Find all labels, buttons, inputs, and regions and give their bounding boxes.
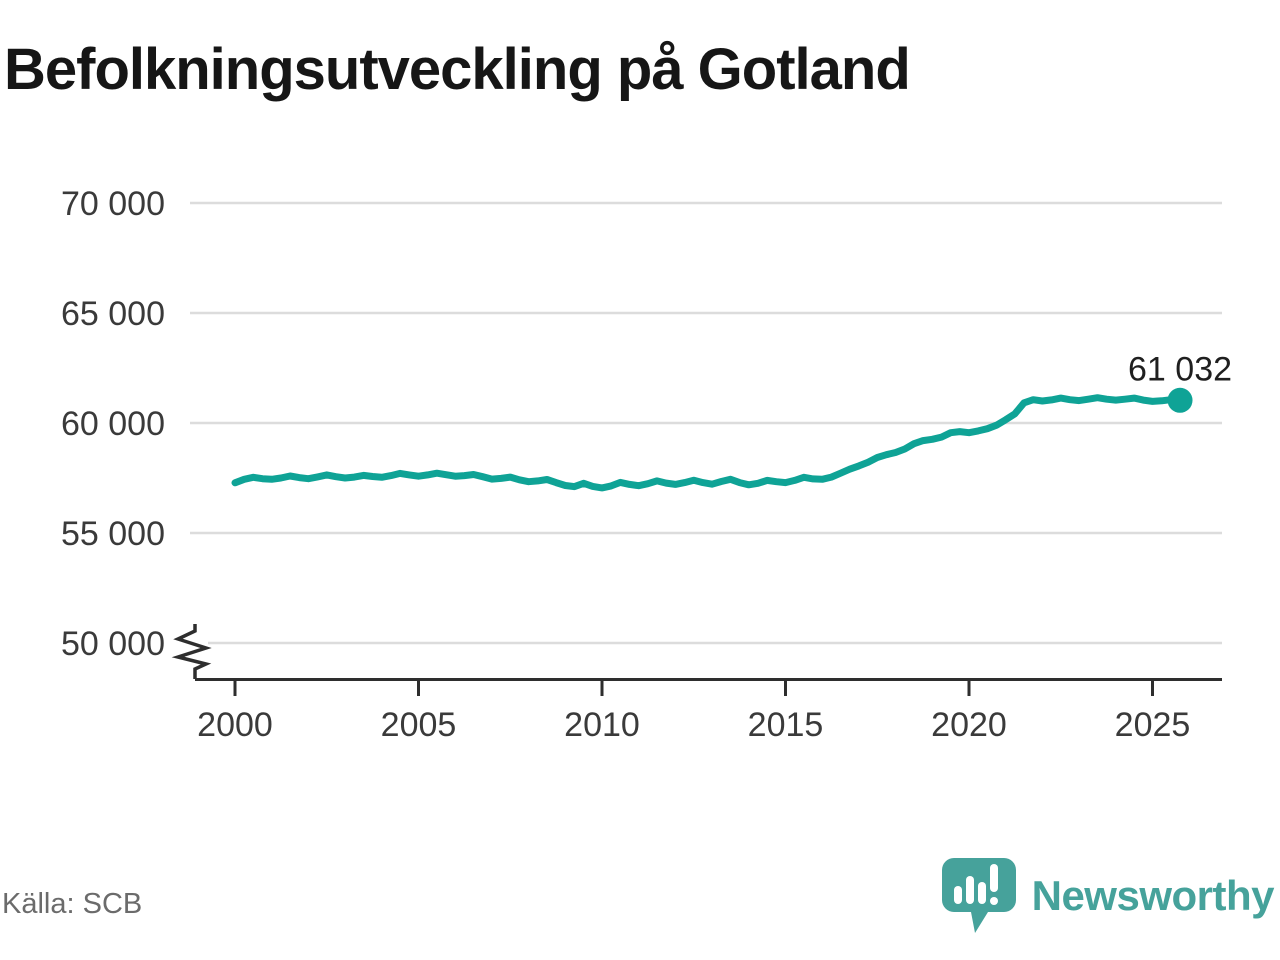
x-axis-tick-label: 2020: [931, 706, 1007, 744]
latest-value-marker: [1167, 387, 1193, 413]
x-axis-tick-label: 2005: [381, 706, 457, 744]
x-axis-tick-label: 2025: [1115, 706, 1191, 744]
y-axis-tick-label: 60 000: [61, 405, 165, 443]
x-axis-tick-label: 2000: [197, 706, 273, 744]
page-title: Befolkningsutveckling på Gotland: [4, 37, 911, 102]
y-axis-tick-label: 65 000: [61, 295, 165, 333]
newsworthy-speech-bubble-barchart-icon: [941, 858, 1016, 933]
y-axis-tick-label: 50 000: [61, 625, 165, 663]
source-attribution: Källa: SCB: [2, 888, 143, 920]
y-axis-break-zigzag: [171, 624, 212, 679]
x-axis-tick-label: 2015: [748, 706, 824, 744]
x-axis-tick-label: 2010: [564, 706, 640, 744]
y-axis-tick-label: 55 000: [61, 515, 165, 553]
population-line-series: [231, 394, 1184, 492]
y-axis-tick-label: 70 000: [61, 185, 165, 223]
latest-value-label: 61 032: [1128, 350, 1232, 388]
brand-name: Newsworthy: [1031, 872, 1275, 919]
brand-logo: Newsworthy: [940, 856, 1275, 940]
